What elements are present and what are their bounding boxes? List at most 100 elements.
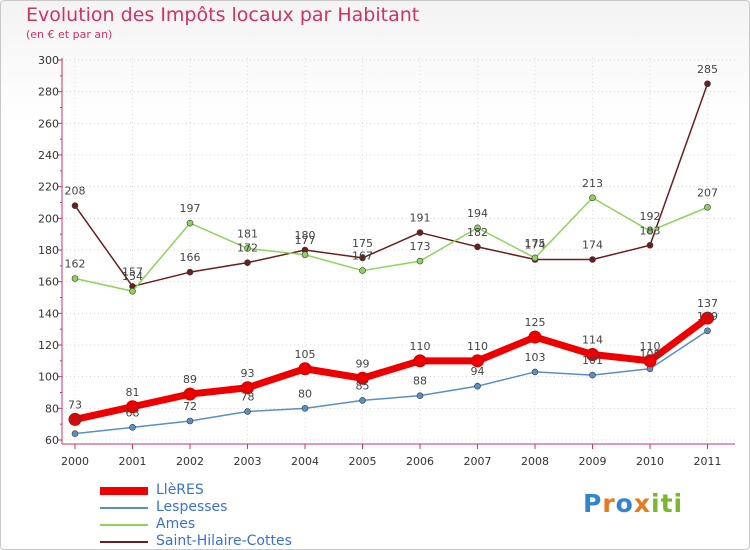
y-tick-label: 280 [38,86,59,99]
data-label: 85 [356,379,370,392]
x-tick-label: 2002 [176,455,204,468]
data-label: 72 [183,400,197,413]
legend-item: Lespesses [100,499,360,516]
x-tick-label: 2005 [349,455,377,468]
data-label: 173 [410,240,431,253]
data-point [413,354,427,368]
data-label: 192 [640,210,661,223]
data-label: 213 [582,177,603,190]
data-label: 197 [180,202,201,215]
legend-item: Ames [100,516,360,533]
data-label: 194 [467,207,488,220]
data-point [416,229,424,236]
series-line [71,314,711,423]
x-tick-label: 2011 [694,455,722,468]
data-label: 110 [467,340,488,353]
data-label: 174 [525,239,546,252]
y-tick-label: 260 [38,117,59,130]
legend-swatch-3 [100,541,148,543]
data-label: 183 [640,224,661,237]
data-label: 89 [183,373,197,386]
data-point [416,257,424,265]
data-label: 129 [697,310,718,323]
data-point [643,354,657,368]
data-label: 88 [413,375,427,388]
data-label: 101 [582,354,603,367]
data-label: 68 [126,406,140,419]
data-label: 114 [582,334,603,347]
data-point [589,371,596,379]
data-point [71,430,79,437]
y-tick-label: 160 [38,276,59,289]
legend-label: Lespesses [156,499,228,515]
x-tick-label: 2000 [61,455,89,468]
chart-subtitle: (en € et par an) [26,28,113,41]
data-label: 154 [122,270,143,283]
data-point [589,256,596,263]
y-tick-label: 140 [38,307,59,320]
data-point [183,387,197,401]
data-point [301,405,309,412]
data-label: 64 [68,413,82,426]
chart-title: Evolution des Impôts locaux par Habitant [26,4,420,26]
data-point [71,202,79,209]
data-label: 175 [525,237,546,250]
data-label: 182 [467,226,488,239]
data-point [301,251,309,259]
data-point [241,381,254,395]
data-point [356,371,369,385]
data-label: 208 [65,185,86,198]
data-point [531,368,539,376]
y-tick-label: 120 [38,339,59,352]
data-point [359,397,366,404]
data-label: 94 [471,365,485,378]
data-point [68,412,82,426]
series-line [74,83,709,288]
legend-label: LlèRES [156,482,204,498]
data-label: 80 [298,387,312,400]
data-point [359,254,366,262]
data-point [474,243,481,251]
y-tick-label: 200 [38,212,59,225]
data-point [129,287,136,295]
data-label: 207 [697,186,718,199]
data-label: 73 [68,398,82,411]
series-line [74,330,709,435]
data-point [646,241,654,249]
line-chart: 60 80 100 120 140 160 180 200 220 240 260 280 300 200… [38,54,735,468]
data-label: 110 [410,340,431,353]
data-point [244,408,251,415]
proxiti-logo: Proxiti [583,489,684,518]
data-label: 172 [237,242,258,255]
data-label: 191 [410,212,431,225]
data-label: 78 [241,391,255,404]
data-point [704,203,711,211]
data-label: 180 [295,229,316,242]
data-point [186,219,194,227]
data-point [531,254,539,262]
data-label: 99 [356,357,370,370]
data-point [586,348,599,361]
y-tick-label: 80 [45,402,59,415]
data-point [71,275,79,282]
data-label: 125 [525,316,546,329]
data-point [474,382,481,390]
x-tick-label: 2003 [234,455,262,468]
data-point [474,224,481,232]
data-label: 103 [525,351,546,364]
legend-label: Saint-Hilaire-Cottes [156,533,292,549]
data-point [129,424,136,431]
data-point [704,327,711,335]
legend-item: Saint-Hilaire-Cottes [100,533,360,550]
y-tick-label: 300 [38,54,59,67]
x-tick-label: 2008 [521,455,549,468]
legend-item: LlèRES [100,482,360,499]
data-label: 167 [352,250,373,263]
data-label: 175 [352,237,373,250]
chart-legend: LlèRES Lespesses Ames Saint-Hilaire-Cott… [100,482,360,550]
series-line [74,197,709,292]
data-point [701,311,714,325]
data-label: 137 [697,297,718,310]
data-label: 93 [241,367,255,380]
data-point [471,354,484,368]
